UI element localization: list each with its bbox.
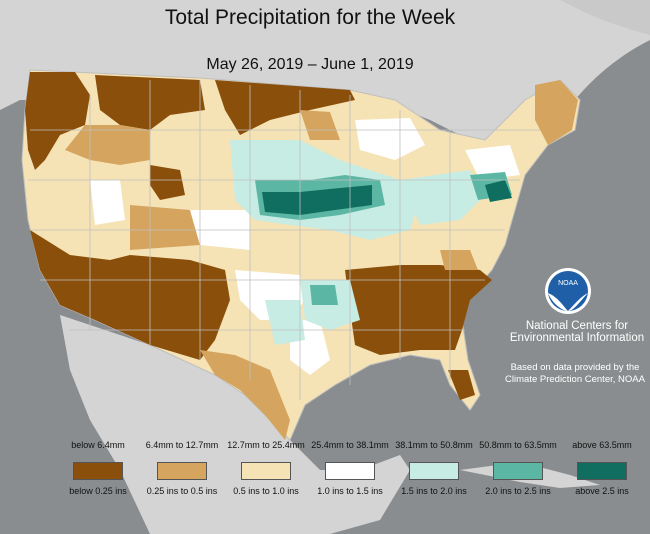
legend-mm-label: 50.8mm to 63.5mm — [479, 440, 557, 450]
noaa-logo: NOAA — [545, 268, 591, 314]
legend-swatch — [325, 462, 375, 480]
mexico-landmass — [60, 315, 410, 534]
mid-atlantic-tan — [440, 250, 478, 270]
maine-tan — [535, 80, 578, 145]
ny-pa-white — [465, 145, 520, 180]
legend-inches-label: 0.5 ins to 1.0 ins — [233, 486, 299, 496]
noaa-logo-text: NOAA — [558, 280, 578, 287]
oregon-tan — [65, 125, 150, 165]
oklahoma-lightteal — [265, 300, 305, 345]
legend-item: 12.7mm to 25.4mm 0.5 ins to 1.0 ins — [226, 440, 306, 496]
legend-inches-label: below 0.25 ins — [69, 486, 127, 496]
state-border-lines — [28, 80, 540, 400]
idaho-dry — [150, 165, 185, 200]
data-source-note: Based on data provided by the Climate Pr… — [505, 362, 645, 385]
south-texas-tan — [200, 350, 290, 440]
date-range: May 26, 2019 – June 1, 2019 — [206, 56, 414, 73]
baja-peninsula — [75, 330, 135, 470]
legend-mm-label: 6.4mm to 12.7mm — [145, 440, 219, 450]
legend-swatch — [409, 462, 459, 480]
great-lakes-white — [355, 118, 425, 160]
precipitation-legend: below 6.4mm below 0.25 ins 6.4mm to 12.7… — [0, 440, 650, 534]
nevada-white — [90, 180, 125, 225]
california-southwest-dry — [30, 230, 230, 360]
legend-swatch — [157, 462, 207, 480]
map-title: Total Precipitation for the Week — [164, 6, 456, 29]
legend-item: 50.8mm to 63.5mm 2.0 ins to 2.5 ins — [478, 440, 558, 496]
legend-swatch — [577, 462, 627, 480]
pacific-northwest-dry — [25, 72, 90, 170]
legend-mm-label: above 63.5mm — [572, 440, 632, 450]
legend-inches-label: 1.0 ins to 1.5 ins — [317, 486, 383, 496]
legend-item: 25.4mm to 38.1mm 1.0 ins to 1.5 ins — [310, 440, 390, 496]
greenland-landmass — [560, 0, 650, 35]
legend-inches-label: 0.25 ins to 0.5 ins — [146, 486, 218, 496]
legend-item: 38.1mm to 50.8mm 1.5 ins to 2.0 ins — [394, 440, 474, 496]
legend-item: 6.4mm to 12.7mm 0.25 ins to 0.5 ins — [142, 440, 222, 496]
legend-swatch — [241, 462, 291, 480]
organization-name: National Centers for Environmental Infor… — [509, 320, 645, 344]
legend-mm-label: below 6.4mm — [71, 440, 125, 450]
legend-item: below 6.4mm below 0.25 ins — [58, 440, 138, 496]
legend-item: above 63.5mm above 2.5 ins — [562, 440, 642, 496]
region-above-2-5-ins — [262, 180, 512, 215]
legend-inches-label: 2.0 ins to 2.5 ins — [485, 486, 551, 496]
kansas-missouri-darkteal — [262, 185, 372, 215]
florida-panhandle-dry — [448, 370, 475, 400]
legend-swatch — [493, 462, 543, 480]
ohio-valley-lightteal — [400, 170, 480, 225]
arkansas-medteal — [310, 285, 338, 305]
legend-mm-label: 12.7mm to 25.4mm — [227, 440, 305, 450]
legend-mm-label: 38.1mm to 50.8mm — [395, 440, 473, 450]
pennsylvania-darkteal — [485, 180, 512, 202]
legend-mm-label: 25.4mm to 38.1mm — [311, 440, 389, 450]
north-dakota-tan — [300, 110, 340, 140]
legend-inches-label: 1.5 ins to 2.0 ins — [401, 486, 467, 496]
legend-inches-label: above 2.5 ins — [575, 486, 629, 496]
southeast-dry — [345, 265, 492, 355]
legend-swatch — [73, 462, 123, 480]
canada-landmass — [0, 0, 650, 150]
arizona-tan — [130, 205, 200, 250]
region-0-25-to-0-5-ins — [65, 80, 578, 440]
